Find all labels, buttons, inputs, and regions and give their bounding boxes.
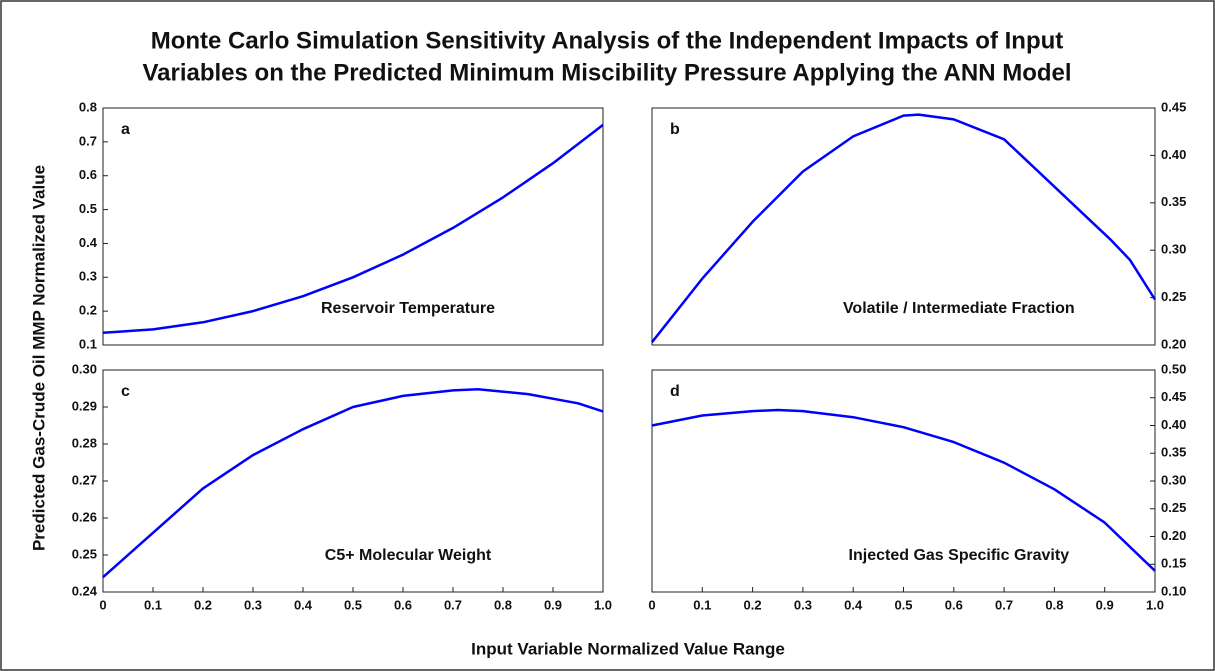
- x-tick-label: 0: [99, 597, 106, 612]
- title-line: Monte Carlo Simulation Sensitivity Analy…: [151, 27, 1064, 54]
- x-tick-label: 0.7: [444, 597, 462, 612]
- y-tick-label: 0.35: [1161, 194, 1186, 209]
- y-tick-label: 0.30: [1161, 242, 1186, 257]
- panel-annotation: Volatile / Intermediate Fraction: [843, 300, 1075, 317]
- y-tick-label: 0.20: [1161, 528, 1186, 543]
- panel-annotation: Injected Gas Specific Gravity: [849, 547, 1070, 564]
- x-tick-label: 0.8: [494, 597, 512, 612]
- panel-letter: c: [121, 383, 130, 400]
- y-tick-label: 0.45: [1161, 99, 1186, 114]
- y-tick-label: 0.8: [79, 99, 97, 114]
- x-tick-label: 0.4: [844, 597, 863, 612]
- y-tick-label: 0.1: [79, 336, 97, 351]
- y-tick-label: 0.30: [72, 361, 97, 376]
- x-tick-label: 0: [648, 597, 655, 612]
- curve: [102, 387, 604, 579]
- y-tick-label: 0.25: [72, 546, 97, 561]
- x-tick-label: 0.1: [144, 597, 162, 612]
- y-tick-label: 0.26: [72, 509, 97, 524]
- y-tick-label: 0.3: [79, 269, 97, 284]
- y-tick-label: 0.6: [79, 167, 97, 182]
- x-tick-label: 0.5: [894, 597, 912, 612]
- panel-letter: a: [121, 121, 130, 138]
- y-tick-label: 0.29: [72, 398, 97, 413]
- x-tick-label: 0.6: [394, 597, 412, 612]
- title-line: Variables on the Predicted Minimum Misci…: [142, 59, 1071, 86]
- y-tick-label: 0.28: [72, 435, 97, 450]
- y-tick-label: 0.5: [79, 201, 97, 216]
- x-axis-label: Input Variable Normalized Value Range: [471, 639, 785, 658]
- y-tick-label: 0.4: [79, 235, 98, 250]
- y-tick-label: 0.40: [1161, 417, 1186, 432]
- x-tick-label: 0.2: [194, 597, 212, 612]
- plot-area: [651, 369, 1156, 593]
- panel-letter: b: [670, 121, 680, 138]
- x-tick-label: 0.3: [244, 597, 262, 612]
- y-tick-label: 0.25: [1161, 500, 1186, 515]
- curve: [651, 113, 1157, 343]
- x-tick-label: 0.8: [1045, 597, 1063, 612]
- panel-letter: d: [670, 383, 680, 400]
- x-tick-label: 0.1: [693, 597, 711, 612]
- y-tick-label: 0.30: [1161, 472, 1186, 487]
- y-tick-label: 0.40: [1161, 147, 1186, 162]
- y-tick-label: 0.2: [79, 303, 97, 318]
- y-tick-label: 0.25: [1161, 289, 1186, 304]
- curve: [102, 123, 604, 335]
- x-tick-label: 0.4: [294, 597, 313, 612]
- y-tick-label: 0.27: [72, 472, 97, 487]
- plot-area: [102, 107, 604, 346]
- x-tick-label: 0.2: [744, 597, 762, 612]
- curve: [651, 408, 1156, 572]
- x-tick-label: 1.0: [1146, 597, 1164, 612]
- y-axis-label: Predicted Gas-Crude Oil MMP Normalized V…: [29, 165, 48, 551]
- y-tick-label: 0.24: [72, 583, 98, 598]
- x-tick-label: 0.9: [544, 597, 562, 612]
- x-tick-label: 0.9: [1096, 597, 1114, 612]
- y-tick-label: 0.35: [1161, 445, 1186, 460]
- y-tick-label: 0.50: [1161, 361, 1186, 376]
- panel-annotation: Reservoir Temperature: [321, 300, 495, 317]
- y-tick-label: 0.20: [1161, 336, 1186, 351]
- x-tick-label: 0.5: [344, 597, 362, 612]
- y-tick-label: 0.10: [1161, 583, 1186, 598]
- y-tick-label: 0.45: [1161, 389, 1186, 404]
- x-tick-label: 0.3: [794, 597, 812, 612]
- y-tick-label: 0.15: [1161, 556, 1186, 571]
- x-tick-label: 1.0: [594, 597, 612, 612]
- x-tick-label: 0.6: [945, 597, 963, 612]
- panel-annotation: C5+ Molecular Weight: [325, 547, 492, 564]
- y-tick-label: 0.7: [79, 133, 97, 148]
- x-tick-label: 0.7: [995, 597, 1013, 612]
- plot-area: [651, 107, 1156, 346]
